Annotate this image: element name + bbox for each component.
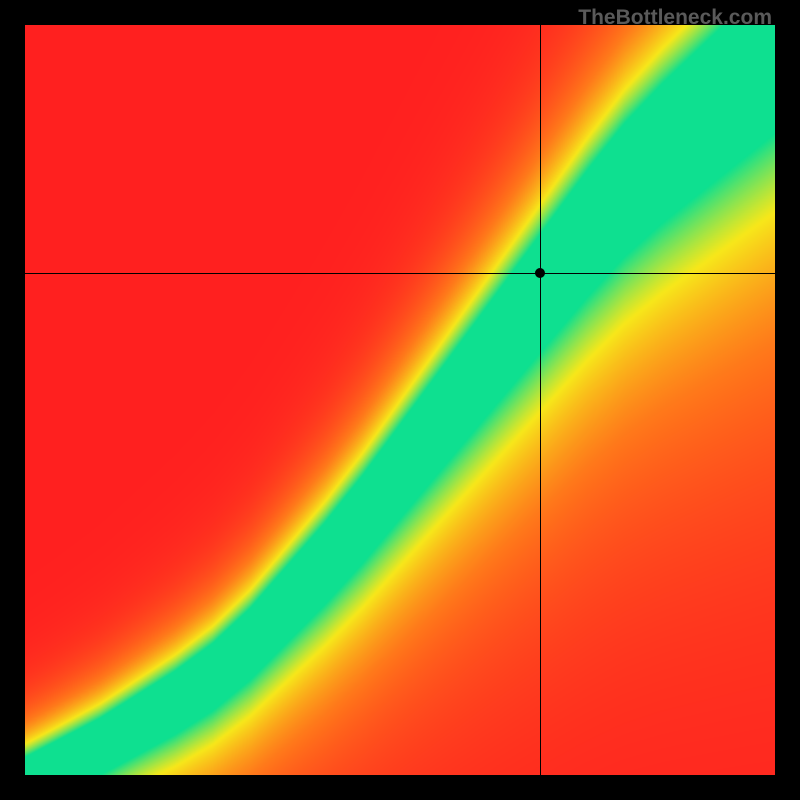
crosshair-point (535, 268, 545, 278)
watermark-text: TheBottleneck.com (578, 6, 772, 30)
chart-area (25, 25, 775, 775)
crosshair-horizontal-line (25, 273, 775, 274)
crosshair-vertical-line (540, 25, 541, 775)
chart-container: TheBottleneck.com (0, 0, 800, 800)
heatmap-canvas (25, 25, 775, 775)
